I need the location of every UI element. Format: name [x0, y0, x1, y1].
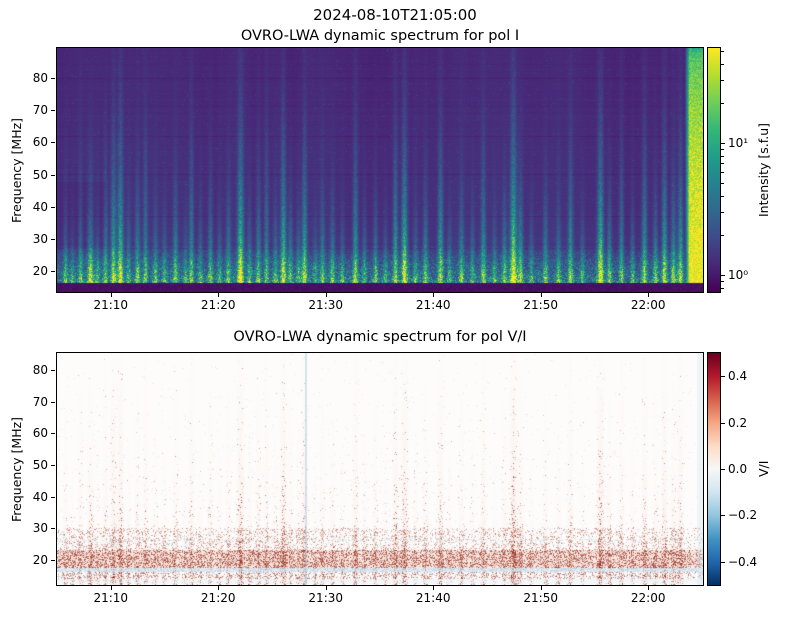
colorbar-minor-tick-mark	[721, 103, 724, 105]
y-tick-mark	[51, 174, 55, 176]
colorbar-tick-mark	[721, 469, 725, 470]
pol-vi-colorbar	[707, 352, 721, 586]
colorbar-tick-label: 10¹	[728, 136, 749, 150]
pol-vi-spectrogram	[57, 353, 703, 585]
colorbar-minor-tick-mark	[721, 163, 724, 165]
y-tick-label: 30	[32, 521, 48, 536]
colorbar-tick-label: 0.0	[728, 462, 748, 476]
y-tick-mark	[51, 465, 55, 467]
y-tick-mark	[51, 238, 55, 240]
colorbar-minor-tick-mark	[721, 172, 724, 174]
x-tick-label: 21:10	[93, 298, 129, 312]
x-tick-label: 21:40	[415, 298, 451, 312]
y-tick-mark	[51, 528, 55, 530]
x-tick-mark	[540, 586, 542, 590]
x-tick-mark	[433, 586, 435, 590]
y-tick-label: 40	[32, 199, 48, 214]
colorbar-minor-tick-mark	[721, 212, 724, 214]
pol-vi-title: OVRO-LWA dynamic spectrum for pol V/I	[233, 329, 527, 345]
x-tick-label: 21:30	[308, 298, 344, 312]
colorbar-minor-tick-mark	[721, 63, 724, 65]
pol-i-colorbar	[707, 47, 721, 293]
pol-i-title: OVRO-LWA dynamic spectrum for pol I	[240, 28, 520, 44]
colorbar-tick-mark	[721, 275, 725, 276]
colorbar-minor-tick-mark	[721, 50, 724, 52]
colorbar-minor-tick-mark	[721, 155, 724, 157]
pol-vi-colorbar-label: V/I	[756, 460, 771, 478]
y-tick-mark	[51, 271, 55, 273]
y-tick-mark	[51, 559, 55, 561]
colorbar-minor-tick-mark	[721, 235, 724, 237]
y-tick-mark	[51, 206, 55, 208]
colorbar-tick-label: 0.2	[728, 415, 748, 430]
y-tick-label: 50	[32, 167, 48, 182]
colorbar-minor-tick-mark	[721, 281, 724, 283]
x-tick-mark	[433, 293, 435, 297]
y-tick-label: 30	[32, 231, 48, 246]
y-tick-label: 60	[32, 426, 48, 441]
x-tick-label: 22:00	[630, 591, 666, 605]
x-tick-mark	[110, 293, 112, 297]
x-tick-label: 22:00	[630, 298, 666, 312]
pol-vi-axes	[56, 352, 704, 586]
y-tick-label: 60	[32, 135, 48, 150]
colorbar-minor-tick-mark	[721, 80, 724, 82]
colorbar-tick-label: 10⁰	[728, 268, 749, 282]
colorbar-tick-mark	[721, 561, 725, 563]
x-tick-mark	[325, 586, 327, 590]
pol-i-colorbar-label: Intensity [s.f.u]	[756, 123, 771, 218]
colorbar-tick-mark	[721, 376, 725, 378]
colorbar-minor-tick-mark	[721, 182, 724, 184]
x-tick-mark	[540, 293, 542, 297]
y-tick-label: 20	[32, 552, 48, 567]
x-tick-label: 21:20	[200, 591, 236, 605]
y-tick-mark	[51, 401, 55, 403]
pol-i-axes	[56, 47, 704, 293]
y-tick-mark	[51, 77, 55, 79]
pol-i-spectrogram	[57, 48, 703, 292]
pol-i-colorbar-gradient	[708, 48, 720, 292]
y-tick-label: 70	[32, 103, 48, 118]
colorbar-tick-label: 0.4	[728, 369, 748, 384]
y-tick-mark	[51, 142, 55, 144]
y-tick-label: 40	[32, 489, 48, 504]
pol-vi-colorbar-gradient	[708, 353, 720, 585]
colorbar-minor-tick-mark	[721, 149, 724, 151]
x-tick-label: 21:40	[415, 591, 451, 605]
x-tick-label: 21:50	[523, 591, 558, 605]
y-tick-label: 80	[32, 363, 48, 378]
y-tick-label: 70	[32, 394, 48, 409]
x-tick-mark	[218, 293, 220, 297]
colorbar-minor-tick-mark	[721, 287, 724, 289]
y-tick-mark	[51, 433, 55, 435]
y-tick-mark	[51, 110, 55, 112]
x-tick-label: 21:50	[523, 298, 558, 312]
y-tick-label: 50	[32, 458, 48, 473]
colorbar-minor-tick-mark	[721, 195, 724, 197]
colorbar-tick-mark	[721, 143, 725, 144]
x-tick-mark	[218, 586, 220, 590]
x-tick-label: 21:30	[308, 591, 344, 605]
figure-suptitle: 2024-08-10T21:05:00	[313, 6, 477, 24]
colorbar-tick-label: −0.2	[728, 508, 758, 523]
x-tick-label: 21:20	[200, 298, 236, 312]
x-tick-mark	[648, 586, 650, 590]
x-tick-mark	[110, 586, 112, 590]
colorbar-tick-mark	[721, 422, 725, 424]
x-tick-mark	[648, 293, 650, 297]
colorbar-tick-mark	[721, 515, 725, 517]
colorbar-tick-label: −0.4	[728, 554, 758, 569]
y-tick-mark	[51, 496, 55, 498]
y-tick-mark	[51, 370, 55, 372]
x-tick-mark	[325, 293, 327, 297]
x-tick-label: 21:10	[93, 591, 129, 605]
y-tick-label: 80	[32, 70, 48, 85]
y-tick-label: 20	[32, 264, 48, 279]
